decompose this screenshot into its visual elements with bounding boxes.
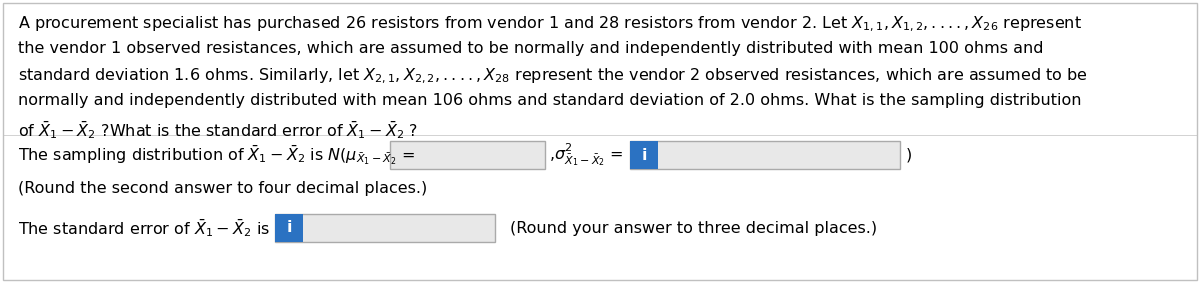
Text: A procurement specialist has purchased 26 resistors from vendor 1 and 28 resisto: A procurement specialist has purchased 2… bbox=[18, 15, 1082, 34]
Bar bbox=[390, 141, 545, 169]
Text: The sampling distribution of $\bar{X}_1 - \bar{X}_2$ is $N(\mu_{\bar{X}_1-\bar{X: The sampling distribution of $\bar{X}_1 … bbox=[18, 143, 415, 167]
Bar bbox=[275, 214, 302, 242]
Text: ,$\sigma^2_{\bar{X}_1-\bar{X}_2}$ =: ,$\sigma^2_{\bar{X}_1-\bar{X}_2}$ = bbox=[550, 142, 624, 168]
Text: of $\bar{X}_1 - \bar{X}_2$ ?What is the standard error of $\bar{X}_1 - \bar{X}_2: of $\bar{X}_1 - \bar{X}_2$ ?What is the … bbox=[18, 119, 418, 141]
Bar bbox=[630, 141, 900, 169]
Text: i: i bbox=[287, 220, 292, 235]
Bar bbox=[630, 141, 658, 169]
Text: standard deviation 1.6 ohms. Similarly, let $X_{2,1}, X_{2,2},....,X_{28}$ repre: standard deviation 1.6 ohms. Similarly, … bbox=[18, 67, 1087, 86]
Text: the vendor 1 observed resistances, which are assumed to be normally and independ: the vendor 1 observed resistances, which… bbox=[18, 41, 1044, 56]
Bar bbox=[275, 214, 496, 242]
Text: (Round the second answer to four decimal places.): (Round the second answer to four decimal… bbox=[18, 181, 427, 196]
Text: (Round your answer to three decimal places.): (Round your answer to three decimal plac… bbox=[510, 220, 877, 235]
Text: i: i bbox=[641, 147, 647, 162]
Text: The standard error of $\bar{X}_1 - \bar{X}_2$ is: The standard error of $\bar{X}_1 - \bar{… bbox=[18, 217, 270, 239]
Text: normally and independently distributed with mean 106 ohms and standard deviation: normally and independently distributed w… bbox=[18, 93, 1081, 108]
Text: ): ) bbox=[906, 147, 912, 162]
